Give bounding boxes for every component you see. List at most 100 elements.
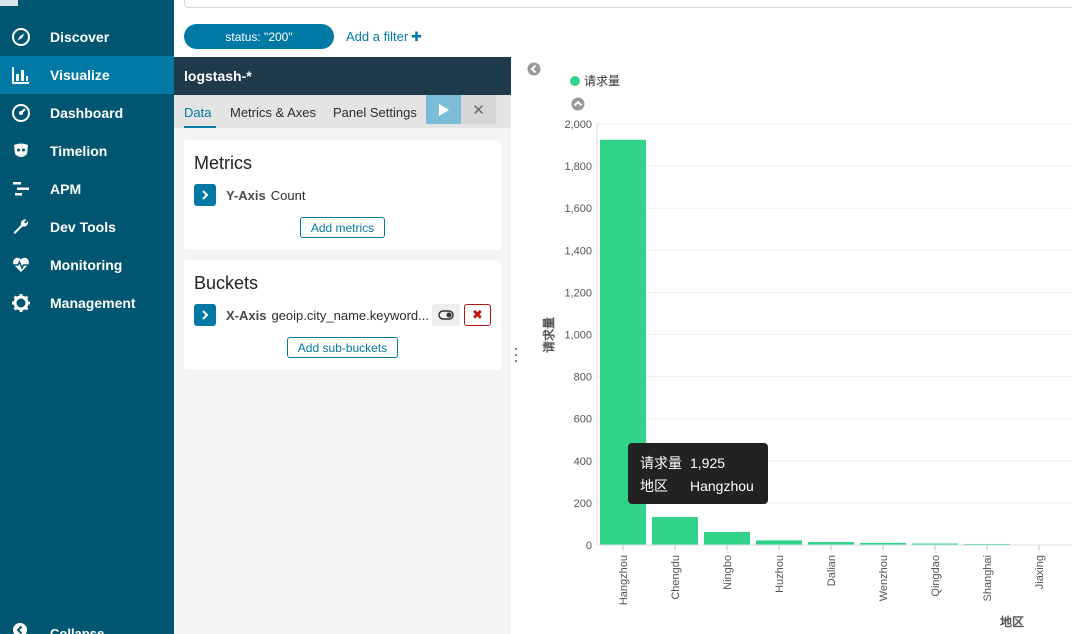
y-tick-label: 600: [574, 414, 592, 426]
sidebar-item-dev-tools[interactable]: Dev Tools: [0, 208, 174, 246]
x-tick-label: Ningbo: [722, 555, 734, 590]
dashboard-icon: [10, 102, 32, 124]
sidebar-item-label: Visualize: [50, 67, 110, 83]
sidebar-item-management[interactable]: Management: [0, 284, 174, 322]
remove-aggregation-button[interactable]: ✖: [464, 304, 491, 326]
editor-tabs: Data Metrics & Axes Panel Settings ✕: [174, 95, 511, 128]
y-axis-title: 请求量: [541, 317, 556, 353]
add-metrics-button[interactable]: Add metrics: [300, 217, 385, 238]
kibana-logo[interactable]: [0, 0, 18, 6]
bar: [808, 542, 854, 545]
tab-panel-settings[interactable]: Panel Settings: [333, 105, 417, 120]
y-tick-label: 2,000: [564, 119, 592, 131]
tooltip-metric-label: 请求量: [640, 455, 682, 471]
query-input[interactable]: [184, 0, 1072, 8]
bar: [964, 543, 1010, 545]
discard-changes-button[interactable]: ✕: [461, 95, 496, 124]
legend-label: 请求量: [584, 74, 621, 88]
add-filter-label: Add a filter: [346, 29, 409, 44]
bar: [756, 540, 802, 545]
bar: [860, 542, 906, 545]
x-axis-row: X-Axis geoip.city_name.keyword...: [226, 308, 429, 323]
add-filter-link[interactable]: Add a filter ✚: [346, 29, 422, 45]
close-icon: ✕: [472, 101, 485, 119]
bar-chart-icon: [10, 64, 32, 86]
toggle-icon: [438, 310, 454, 320]
collapse-legend-icon[interactable]: [527, 62, 541, 76]
heartbeat-icon: [10, 254, 32, 276]
filter-pill[interactable]: status: "200": [184, 24, 334, 49]
plus-icon: ✚: [411, 29, 423, 44]
x-tick-label: Dalian: [826, 555, 838, 586]
wrench-icon: [10, 216, 32, 238]
tooltip-dimension-label: 地区: [640, 478, 668, 494]
add-sub-buckets-button[interactable]: Add sub-buckets: [287, 337, 398, 358]
sidebar-item-label: APM: [50, 181, 82, 197]
buckets-title: Buckets: [194, 273, 259, 293]
sidebar-item-apm[interactable]: APM: [0, 170, 174, 208]
sidebar-item-label: Management: [50, 295, 136, 311]
sidebar-item-label: Monitoring: [50, 257, 123, 273]
x-tick-label: Wenzhou: [878, 555, 890, 601]
caret-right-icon: [202, 310, 209, 320]
tab-metrics-axes[interactable]: Metrics & Axes: [230, 105, 316, 120]
y-tick-label: 1,200: [564, 287, 592, 299]
metrics-title: Metrics: [194, 153, 252, 173]
y-tick-label: 200: [574, 498, 592, 510]
y-axis-row: Y-Axis Count: [226, 188, 305, 203]
sidebar-item-visualize[interactable]: Visualize: [0, 56, 174, 94]
y-tick-label: 1,600: [564, 203, 592, 215]
y-axis-label: Y-Axis: [226, 188, 266, 203]
sidebar-item-timelion[interactable]: Timelion: [0, 132, 174, 170]
x-tick-label: Shanghai: [982, 555, 994, 602]
filter-pill-label: status: "200": [225, 29, 293, 44]
x-axis-label: X-Axis: [226, 308, 267, 323]
play-icon: [438, 103, 449, 116]
bar: [704, 531, 750, 545]
collapse-icon[interactable]: [12, 622, 28, 634]
y-tick-label: 1,000: [564, 330, 592, 342]
buckets-panel: Buckets X-Axis geoip.city_name.keyword...…: [184, 260, 501, 370]
tooltip-dimension-value: Hangzhou: [690, 478, 754, 494]
apply-changes-button[interactable]: [426, 95, 461, 124]
sidebar-item-label: Timelion: [50, 143, 108, 159]
bar: [652, 517, 698, 545]
sidebar-item-monitoring[interactable]: Monitoring: [0, 246, 174, 284]
sidebar-item-label: Dashboard: [50, 105, 124, 121]
tab-data[interactable]: Data: [184, 95, 216, 128]
apm-icon: [10, 178, 32, 200]
toggle-aggregation-button[interactable]: [432, 304, 460, 326]
legend-swatch: [570, 75, 580, 86]
y-tick-label: 0: [586, 540, 592, 552]
y-tick-label: 400: [574, 456, 592, 468]
expand-x-axis-button[interactable]: [194, 304, 216, 326]
gear-icon: [10, 292, 32, 314]
x-axis-field: geoip.city_name.keyword...: [271, 308, 429, 323]
timelion-icon: [10, 140, 32, 162]
sidebar-item-label: Dev Tools: [50, 219, 116, 235]
visualization-editor: logstash-* Data Metrics & Axes Panel Set…: [174, 57, 511, 634]
x-tick-label: Qingdao: [930, 555, 942, 597]
x-tick-label: Chengdu: [670, 555, 682, 600]
x-tick-label: Hangzhou: [618, 555, 630, 605]
sidebar-nav: Discover Visualize Dashboard Timelion AP…: [0, 0, 174, 634]
collapse-button[interactable]: Collapse: [50, 626, 105, 634]
sidebar-item-discover[interactable]: Discover: [0, 18, 174, 56]
compass-icon: [10, 26, 32, 48]
sidebar-item-dashboard[interactable]: Dashboard: [0, 94, 174, 132]
x-tick-label: Jiaxing: [1034, 555, 1046, 589]
chart-tooltip: 请求量 1,925 地区 Hangzhou: [628, 443, 768, 504]
tooltip-metric-value: 1,925: [690, 455, 726, 471]
y-tick-label: 1,400: [564, 245, 592, 257]
chevron-up-icon[interactable]: [571, 97, 585, 111]
bar-chart: 0 200 400 600 800 1,000 1,200 1,400 1,600 1,800 2,…: [541, 119, 1072, 629]
legend-item[interactable]: 请求量: [570, 72, 620, 89]
y-tick-label: 1,800: [564, 161, 592, 173]
panel-resize-handle[interactable]: [515, 348, 519, 362]
metrics-panel: Metrics Y-Axis Count Add metrics: [184, 140, 501, 250]
expand-y-axis-button[interactable]: [194, 184, 216, 206]
bar: [912, 543, 958, 545]
remove-icon: ✖: [472, 307, 483, 322]
y-axis-aggregation: Count: [270, 188, 306, 203]
caret-right-icon: [202, 190, 209, 200]
